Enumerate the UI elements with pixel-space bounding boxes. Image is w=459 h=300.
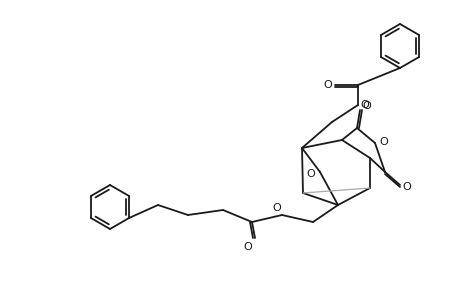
Text: O: O — [360, 100, 369, 110]
Text: O: O — [379, 137, 387, 147]
Text: O: O — [362, 101, 370, 111]
Text: O: O — [402, 182, 410, 192]
Text: O: O — [323, 80, 332, 90]
Text: O: O — [306, 169, 315, 179]
Text: O: O — [243, 242, 252, 252]
Text: O: O — [272, 203, 281, 213]
